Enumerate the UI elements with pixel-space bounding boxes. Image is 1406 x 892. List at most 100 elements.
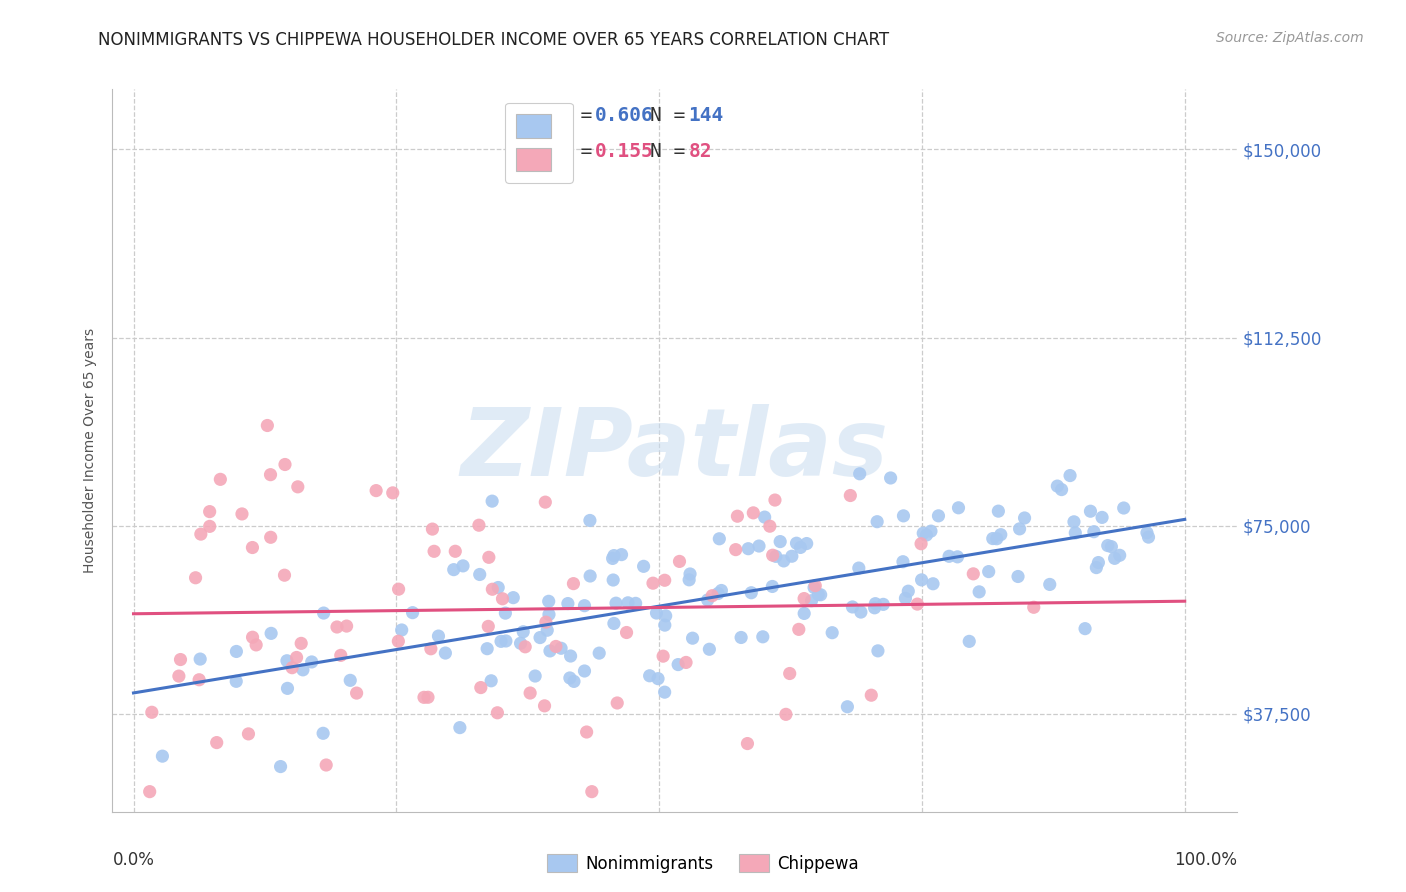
Text: Source: ZipAtlas.com: Source: ZipAtlas.com	[1216, 31, 1364, 45]
Point	[1059, 468, 1081, 483]
Point	[762, 548, 785, 562]
Point	[190, 527, 212, 541]
Point	[841, 599, 863, 614]
Point	[603, 616, 626, 631]
Point	[478, 550, 501, 565]
Point	[276, 681, 298, 696]
Point	[707, 586, 730, 600]
Point	[837, 699, 859, 714]
Point	[524, 669, 547, 683]
Point	[188, 673, 211, 687]
Point	[986, 532, 1008, 546]
Point	[602, 551, 624, 566]
Point	[225, 674, 247, 689]
Point	[606, 696, 628, 710]
Point	[610, 548, 633, 562]
Point	[209, 472, 232, 486]
Point	[779, 666, 801, 681]
Point	[920, 524, 942, 538]
Point	[346, 686, 368, 700]
Point	[1014, 511, 1036, 525]
Point	[273, 568, 295, 582]
Point	[167, 669, 190, 683]
Point	[242, 541, 264, 555]
Point	[603, 549, 626, 563]
Point	[810, 588, 832, 602]
Point	[897, 584, 920, 599]
Point	[537, 607, 560, 622]
Point	[138, 785, 160, 799]
Point	[557, 597, 579, 611]
Point	[287, 480, 309, 494]
Point	[416, 690, 439, 705]
Point	[740, 586, 762, 600]
Point	[893, 508, 915, 523]
Point	[1085, 560, 1108, 574]
Point	[326, 620, 349, 634]
Point	[291, 663, 314, 677]
Point	[796, 536, 818, 550]
Point	[938, 549, 960, 564]
Point	[990, 527, 1012, 541]
Point	[387, 634, 409, 648]
Point	[633, 559, 655, 574]
Point	[645, 606, 668, 620]
Point	[922, 576, 945, 591]
Point	[616, 625, 638, 640]
Point	[312, 726, 335, 740]
Point	[879, 471, 901, 485]
Point	[256, 418, 278, 433]
Point	[848, 561, 870, 575]
Point	[981, 532, 1004, 546]
Point	[475, 641, 498, 656]
Point	[558, 671, 581, 685]
Point	[912, 526, 935, 541]
Point	[905, 597, 928, 611]
Point	[515, 640, 537, 654]
Text: NONIMMIGRANTS VS CHIPPEWA HOUSEHOLDER INCOME OVER 65 YEARS CORRELATION CHART: NONIMMIGRANTS VS CHIPPEWA HOUSEHOLDER IN…	[98, 31, 890, 49]
Point	[529, 631, 551, 645]
Point	[848, 467, 870, 481]
Point	[865, 597, 887, 611]
Point	[443, 563, 465, 577]
Point	[477, 619, 499, 633]
Point	[562, 674, 585, 689]
Point	[479, 673, 502, 688]
Point	[666, 657, 689, 672]
Point	[544, 640, 567, 654]
Point	[290, 636, 312, 650]
Point	[654, 608, 676, 623]
Point	[617, 596, 640, 610]
Point	[336, 619, 359, 633]
Point	[839, 489, 862, 503]
Point	[260, 626, 283, 640]
Point	[748, 539, 770, 553]
Point	[581, 785, 603, 799]
Point	[381, 486, 404, 500]
Text: 0.0%: 0.0%	[112, 852, 155, 870]
Point	[1046, 479, 1069, 493]
Point	[225, 644, 247, 658]
Point	[977, 565, 1000, 579]
Point	[793, 607, 815, 621]
Point	[413, 690, 436, 705]
Point	[863, 600, 886, 615]
Point	[588, 646, 610, 660]
Point	[702, 589, 724, 603]
Point	[769, 534, 792, 549]
Point	[259, 467, 281, 482]
Point	[468, 567, 491, 582]
Text: 82: 82	[689, 142, 711, 161]
Point	[574, 599, 596, 613]
Text: 100.0%: 100.0%	[1174, 852, 1237, 870]
Point	[872, 598, 894, 612]
Point	[285, 650, 308, 665]
Point	[624, 596, 647, 610]
Point	[737, 541, 759, 556]
Legend: , : ,	[505, 103, 572, 183]
Point	[602, 573, 624, 587]
Point	[141, 706, 163, 720]
Point	[489, 634, 512, 648]
Point	[486, 581, 509, 595]
Point	[502, 591, 524, 605]
